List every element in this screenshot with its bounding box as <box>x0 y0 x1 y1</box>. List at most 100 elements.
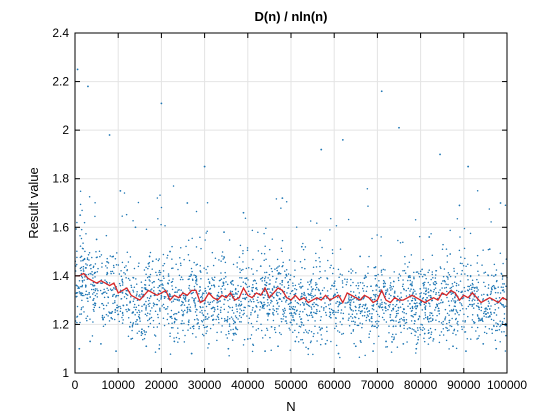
scatter-point <box>88 293 90 295</box>
scatter-point <box>405 295 408 297</box>
scatter-point <box>388 293 391 295</box>
scatter-point <box>380 271 383 273</box>
scatter-point <box>317 288 320 290</box>
scatter-point <box>471 282 474 285</box>
scatter-point <box>233 295 235 298</box>
scatter-point <box>466 289 469 291</box>
scatter-point <box>108 311 110 313</box>
scatter-point <box>159 279 161 282</box>
scatter-point <box>265 271 268 274</box>
scatter-point <box>321 327 323 329</box>
scatter-point <box>344 306 346 308</box>
scatter-point <box>183 304 186 306</box>
scatter-point <box>87 273 90 276</box>
scatter-point <box>421 268 423 271</box>
scatter-point <box>340 312 342 314</box>
scatter-point <box>123 192 126 194</box>
scatter-point <box>130 338 133 340</box>
scatter-point <box>453 329 455 332</box>
scatter-point <box>89 296 91 298</box>
scatter-point <box>495 297 497 300</box>
scatter-point <box>373 325 375 328</box>
scatter-point <box>466 338 469 340</box>
scatter-point <box>399 318 401 321</box>
scatter-point <box>259 301 262 303</box>
scatter-point <box>79 256 82 259</box>
scatter-point <box>374 277 377 280</box>
scatter-point <box>204 309 206 312</box>
scatter-point <box>130 295 132 298</box>
scatter-point <box>365 316 368 319</box>
scatter-point <box>354 309 357 312</box>
scatter-point <box>151 268 153 270</box>
scatter-point <box>80 285 82 288</box>
scatter-point <box>108 320 111 322</box>
scatter-point <box>309 220 312 222</box>
scatter-point <box>81 299 83 302</box>
scatter-point <box>189 289 191 291</box>
scatter-point <box>173 322 176 324</box>
scatter-point <box>217 318 220 321</box>
scatter-point <box>200 319 203 322</box>
scatter-point <box>158 271 160 274</box>
scatter-point <box>267 301 269 304</box>
scatter-point <box>489 293 492 296</box>
scatter-point <box>282 318 284 320</box>
scatter-point <box>254 287 257 290</box>
scatter-point <box>212 324 215 326</box>
scatter-point <box>202 306 204 308</box>
scatter-point <box>182 278 184 281</box>
scatter-point <box>336 296 339 299</box>
scatter-point <box>220 278 223 280</box>
scatter-point <box>235 333 237 336</box>
scatter-point <box>162 264 164 267</box>
scatter-point <box>431 299 433 302</box>
scatter-point <box>485 313 487 316</box>
scatter-point <box>449 275 452 278</box>
scatter-point <box>263 280 266 282</box>
scatter-point <box>333 282 336 285</box>
scatter-point <box>205 232 207 234</box>
scatter-point <box>442 328 445 330</box>
scatter-point <box>127 261 130 263</box>
scatter-point <box>169 250 171 253</box>
scatter-point <box>497 307 500 309</box>
scatter-point <box>121 322 124 324</box>
scatter-point <box>318 257 320 259</box>
scatter-point <box>176 299 179 301</box>
scatter-point <box>485 332 488 335</box>
scatter-point <box>446 296 448 299</box>
scatter-point <box>126 251 129 253</box>
scatter-point <box>80 293 83 295</box>
scatter-point <box>502 286 504 288</box>
scatter-point <box>110 270 112 273</box>
scatter-point <box>194 306 197 308</box>
scatter-point <box>195 314 198 317</box>
scatter-point <box>76 68 79 71</box>
scatter-point <box>250 268 253 270</box>
scatter-point <box>106 261 109 263</box>
scatter-point <box>112 294 114 296</box>
scatter-point <box>372 309 375 311</box>
scatter-point <box>418 302 421 305</box>
scatter-point <box>339 302 342 305</box>
scatter-point <box>494 287 496 290</box>
scatter-point <box>198 290 201 292</box>
scatter-point <box>193 261 195 264</box>
scatter-point <box>141 310 143 312</box>
scatter-point <box>102 304 105 307</box>
scatter-point <box>337 311 339 314</box>
scatter-point <box>487 274 489 276</box>
scatter-point <box>374 298 376 300</box>
scatter-point <box>425 287 427 289</box>
scatter-point <box>118 282 121 285</box>
scatter-point <box>393 336 395 338</box>
scatter-point <box>80 228 83 231</box>
scatter-point <box>283 312 286 314</box>
scatter-point <box>195 308 198 311</box>
scatter-point <box>280 318 282 320</box>
scatter-point <box>104 279 106 281</box>
scatter-point <box>308 294 310 296</box>
scatter-point <box>193 285 196 288</box>
scatter-point <box>105 313 108 316</box>
